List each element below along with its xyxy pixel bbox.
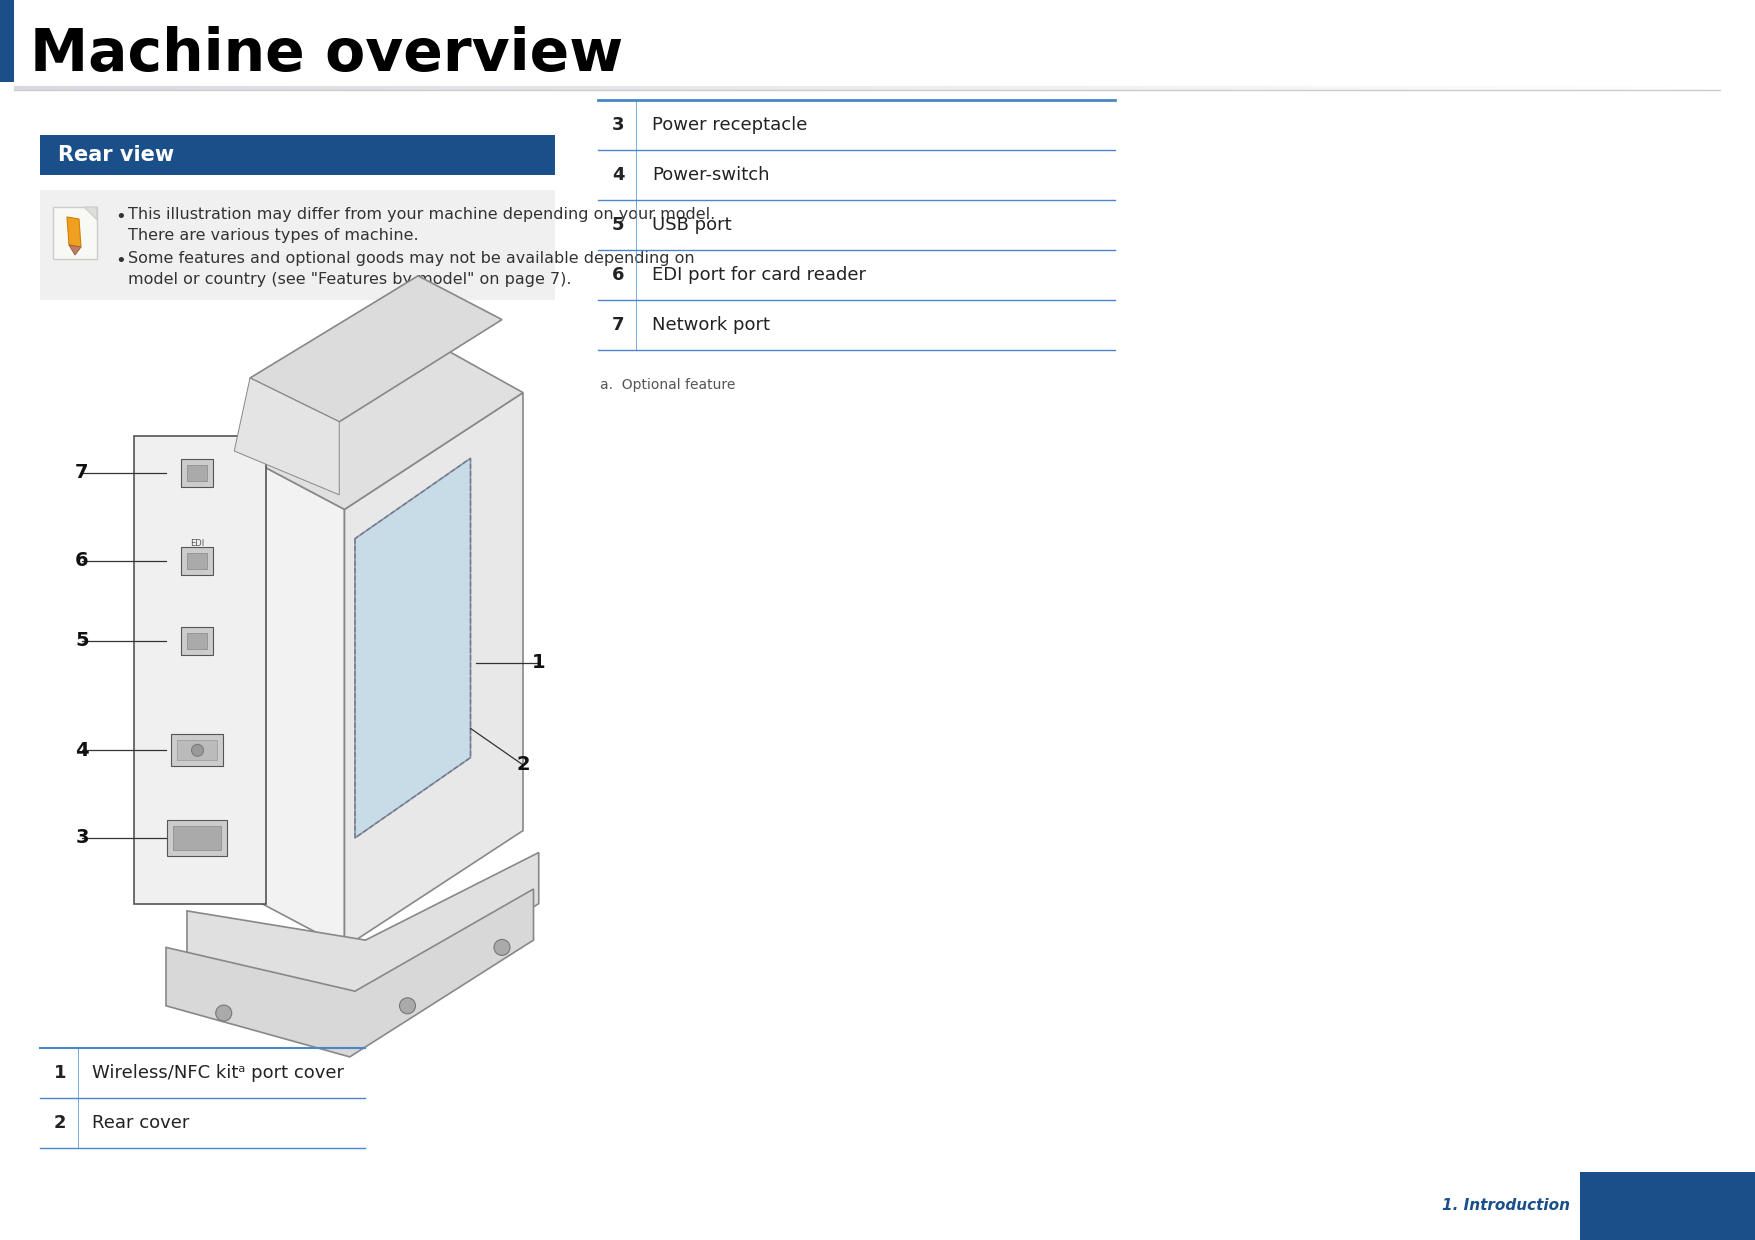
Text: •: • [116,208,126,226]
Polygon shape [135,436,265,904]
Text: EDI: EDI [190,538,205,548]
Text: Machine overview: Machine overview [30,26,623,83]
Text: Power receptacle: Power receptacle [653,117,807,134]
Polygon shape [188,853,539,1021]
Text: 6: 6 [612,267,625,284]
Bar [167,820,228,856]
Bar [174,826,221,849]
Text: •: • [116,252,126,270]
Bar [188,632,207,649]
Polygon shape [249,275,502,422]
Text: 1. Introduction: 1. Introduction [1443,1199,1571,1214]
Polygon shape [67,217,81,247]
Polygon shape [84,207,97,219]
Text: 4: 4 [75,740,90,760]
Text: Some features and optional goods may not be available depending on
model or coun: Some features and optional goods may not… [128,250,695,286]
Polygon shape [233,451,344,947]
Text: 3: 3 [75,828,90,847]
Text: Rear cover: Rear cover [91,1114,190,1132]
Text: 5: 5 [612,216,625,234]
Bar [177,740,218,760]
Circle shape [400,998,416,1014]
Text: This illustration may differ from your machine depending on your model.
There ar: This illustration may differ from your m… [128,207,716,243]
Text: 1: 1 [54,1064,67,1083]
Text: Network port: Network port [653,316,770,334]
Bar [188,553,207,568]
Circle shape [216,1006,232,1021]
Bar [172,734,223,766]
Text: EDI port for card reader: EDI port for card reader [653,267,865,284]
Text: Rear view: Rear view [58,145,174,165]
Polygon shape [68,246,81,255]
Bar [1580,1172,1755,1240]
Text: 2: 2 [516,755,530,775]
Bar [181,547,214,574]
Polygon shape [167,889,534,1056]
Bar [40,135,555,175]
Text: 2: 2 [54,1114,67,1132]
Text: Power-switch: Power-switch [653,166,769,184]
Text: 1: 1 [532,653,546,672]
Bar [53,207,97,259]
Text: 4: 4 [612,166,625,184]
Circle shape [191,744,204,756]
Polygon shape [233,378,339,495]
Polygon shape [233,335,523,510]
Text: a.  Optional feature: a. Optional feature [600,378,735,392]
Text: 5: 5 [75,631,90,650]
Text: 6: 6 [75,551,90,570]
Circle shape [493,940,511,955]
Bar [188,465,207,481]
Text: 7: 7 [75,464,90,482]
Bar [181,459,214,487]
Polygon shape [344,393,523,947]
Text: 7: 7 [612,316,625,334]
Polygon shape [355,459,470,838]
Text: 3: 3 [612,117,625,134]
Bar [181,626,214,655]
Text: Wireless/NFC kitᵃ port cover: Wireless/NFC kitᵃ port cover [91,1064,344,1083]
Text: USB port: USB port [653,216,732,234]
Bar [0,0,14,82]
Bar [40,190,555,300]
Text: 18: 18 [1648,1192,1687,1220]
